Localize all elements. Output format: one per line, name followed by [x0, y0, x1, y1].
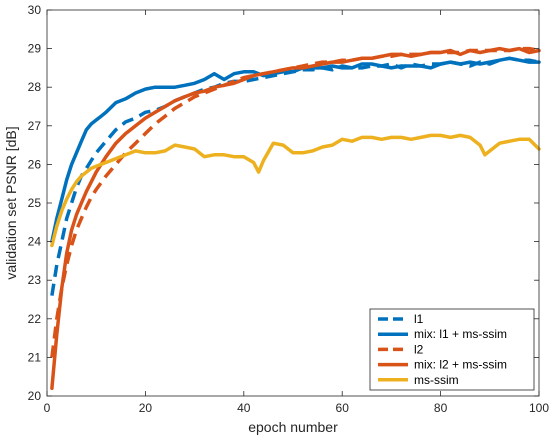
legend-label: mix: l1 + ms-ssim: [414, 327, 507, 341]
y-tick-label: 29: [28, 42, 42, 56]
y-tick-label: 27: [28, 119, 42, 133]
y-tick-label: 28: [28, 80, 42, 94]
series-line-mix-l2-ms-ssim: [50, 46, 541, 391]
x-tick-label: 60: [336, 401, 350, 415]
series-layer: [50, 46, 541, 391]
y-tick-label: 23: [28, 273, 42, 287]
x-tick-label: 40: [237, 401, 251, 415]
y-tick-label: 24: [28, 235, 42, 249]
x-tick-label: 80: [434, 401, 448, 415]
x-tick-label: 100: [529, 401, 549, 415]
series-line-mix-l1-ms-ssim: [50, 56, 541, 244]
y-tick-label: 22: [28, 312, 42, 326]
y-tick-label: 20: [28, 389, 42, 403]
series-line-ms-ssim: [50, 133, 541, 248]
legend-label: l1: [414, 312, 424, 326]
legend-label: l2: [414, 342, 424, 356]
x-axis-label: epoch number: [248, 419, 338, 435]
series-line-l2: [50, 46, 540, 358]
y-tick-label: 30: [28, 3, 42, 17]
y-tick-label: 21: [28, 350, 42, 364]
y-tick-label: 26: [28, 157, 42, 171]
legend-label: ms-ssim: [414, 373, 459, 387]
x-tick-label: 0: [44, 401, 51, 415]
legend-label: mix: l2 + ms-ssim: [414, 358, 507, 372]
y-tick-label: 25: [28, 196, 42, 210]
x-tick-label: 20: [139, 401, 153, 415]
series-line-l1: [50, 56, 540, 296]
y-axis-label: validation set PSNR [dB]: [3, 126, 19, 279]
